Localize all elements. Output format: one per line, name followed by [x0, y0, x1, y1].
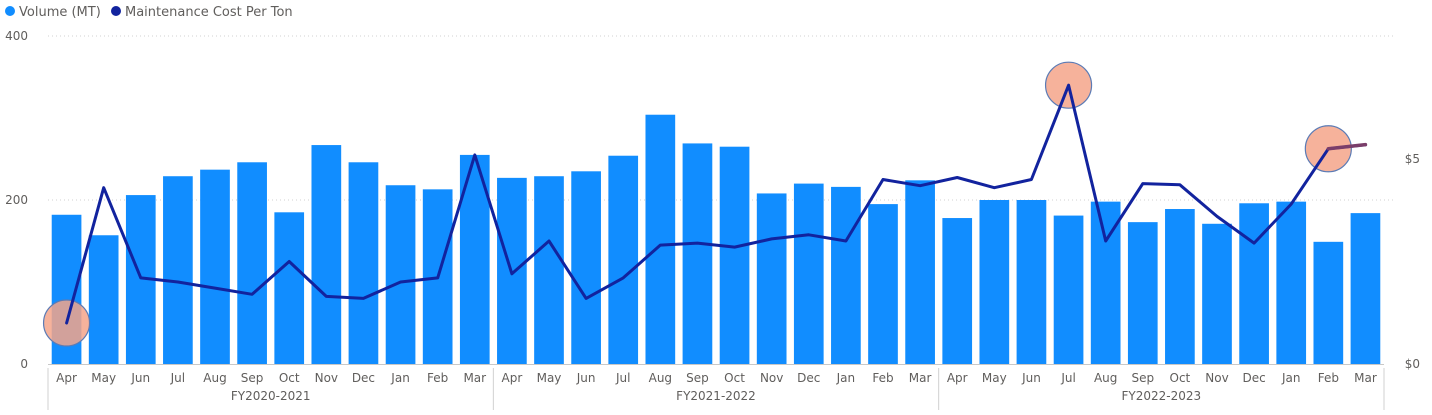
group-label: FY2020-2021	[231, 389, 311, 403]
x-tick-label: Jun	[576, 371, 596, 385]
x-tick-label: Nov	[760, 371, 783, 385]
bar[interactable]	[793, 183, 824, 364]
x-tick-label: Nov	[1205, 371, 1228, 385]
legend-marker-maintenance-cost	[111, 6, 121, 16]
x-tick-label: May	[537, 371, 562, 385]
legend-label-volume: Volume (MT)	[19, 5, 101, 20]
y-left-tick-label: 0	[20, 357, 28, 371]
bar[interactable]	[1127, 222, 1158, 364]
bar[interactable]	[719, 146, 750, 364]
bar[interactable]	[1276, 201, 1307, 364]
x-tick-label: Mar	[909, 371, 932, 385]
x-tick-label: Apr	[56, 371, 77, 385]
bar[interactable]	[237, 162, 267, 364]
bar[interactable]	[1350, 213, 1381, 364]
x-tick-label: Jun	[1021, 371, 1041, 385]
x-tick-label: Sep	[686, 371, 709, 385]
legend[interactable]: Volume (MT) Maintenance Cost Per Ton	[5, 5, 293, 20]
x-tick-label: May	[91, 371, 116, 385]
group-label: FY2022-2023	[1122, 389, 1202, 403]
x-tick-label: Apr	[502, 371, 523, 385]
y-left-tick-label: 400	[5, 29, 28, 43]
bar[interactable]	[979, 200, 1010, 364]
bar[interactable]	[1016, 200, 1047, 364]
bar[interactable]	[1053, 215, 1084, 364]
x-tick-label: Jan	[1281, 371, 1301, 385]
bar[interactable]	[385, 185, 416, 364]
x-tick-label: Sep	[1131, 371, 1154, 385]
bar-series	[51, 114, 1381, 364]
bar[interactable]	[831, 186, 861, 364]
y-left-tick-label: 200	[5, 193, 28, 207]
x-tick-label: Jul	[1060, 371, 1075, 385]
x-tick-label: Apr	[947, 371, 968, 385]
line-series	[65, 83, 1368, 325]
bar[interactable]	[88, 235, 119, 364]
x-tick-label: Feb	[872, 371, 893, 385]
bar[interactable]	[311, 145, 342, 364]
legend-marker-volume	[5, 6, 15, 16]
x-tick-label: May	[982, 371, 1007, 385]
bar[interactable]	[756, 193, 787, 364]
bar[interactable]	[274, 212, 305, 364]
highlighted-line-segment	[1326, 142, 1368, 151]
x-tick-label: Oct	[279, 371, 300, 385]
x-tick-label: Sep	[241, 371, 264, 385]
x-tick-label: Jun	[130, 371, 150, 385]
x-tick-label: Feb	[427, 371, 448, 385]
x-tick-label: Mar	[463, 371, 486, 385]
bar[interactable]	[1313, 241, 1344, 364]
bar[interactable]	[571, 171, 601, 364]
bar[interactable]	[682, 143, 713, 364]
bar[interactable]	[1090, 201, 1121, 364]
bar[interactable]	[200, 169, 230, 364]
bar[interactable]	[942, 218, 973, 364]
x-tick-label: Aug	[649, 371, 672, 385]
bar[interactable]	[1202, 223, 1232, 364]
bar[interactable]	[163, 176, 193, 364]
x-tick-label: Nov	[315, 371, 338, 385]
bar[interactable]	[905, 180, 935, 364]
bar[interactable]	[868, 204, 898, 364]
x-tick-label: Oct	[1170, 371, 1191, 385]
x-tick-label: Mar	[1354, 371, 1377, 385]
maintenance-cost-line[interactable]	[65, 83, 1367, 325]
bar[interactable]	[608, 155, 639, 364]
x-tick-label: Dec	[797, 371, 820, 385]
x-tick-label: Feb	[1318, 371, 1339, 385]
group-label: FY2021-2022	[676, 389, 756, 403]
bar[interactable]	[348, 162, 379, 364]
bar[interactable]	[1239, 203, 1269, 364]
legend-label-maintenance-cost: Maintenance Cost Per Ton	[125, 5, 293, 20]
x-tick-label: Aug	[203, 371, 226, 385]
x-tick-label: Aug	[1094, 371, 1117, 385]
x-tick-label: Jan	[836, 371, 856, 385]
bar[interactable]	[534, 176, 564, 364]
bar[interactable]	[645, 114, 676, 364]
x-tick-label: Jul	[615, 371, 630, 385]
y-right-tick-label: $0	[1405, 357, 1420, 371]
x-tick-label: Dec	[1242, 371, 1265, 385]
axes: 0 200 400 $0 $5 Apr May Jun Jul Aug Sep Oct Nov Dec Ja…	[5, 29, 1420, 410]
x-tick-label: Oct	[724, 371, 745, 385]
x-tick-label: Jul	[170, 371, 185, 385]
y-right-tick-label: $5	[1405, 152, 1420, 166]
x-tick-label: Dec	[352, 371, 375, 385]
x-tick-label: Jan	[390, 371, 410, 385]
bar[interactable]	[1165, 209, 1195, 364]
